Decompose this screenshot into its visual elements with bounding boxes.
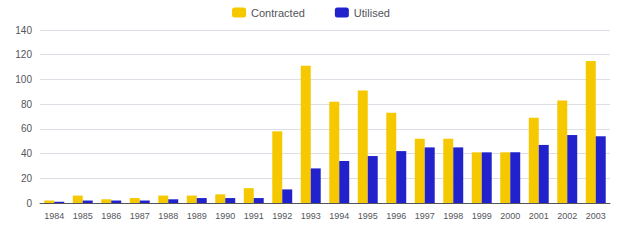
svg-text:1993: 1993 [301, 211, 321, 221]
svg-text:100: 100 [15, 74, 32, 85]
svg-text:2001: 2001 [529, 211, 549, 221]
svg-text:1989: 1989 [187, 211, 207, 221]
svg-text:1992: 1992 [272, 211, 292, 221]
svg-text:1987: 1987 [130, 211, 150, 221]
svg-text:2003: 2003 [586, 211, 606, 221]
svg-text:1999: 1999 [472, 211, 492, 221]
svg-text:Contracted: Contracted [251, 7, 305, 19]
svg-text:2002: 2002 [557, 211, 577, 221]
svg-text:1988: 1988 [158, 211, 178, 221]
svg-text:140: 140 [15, 25, 32, 36]
svg-text:1984: 1984 [44, 211, 64, 221]
svg-text:120: 120 [15, 49, 32, 60]
svg-text:0: 0 [26, 198, 32, 209]
svg-text:1998: 1998 [443, 211, 463, 221]
svg-text:40: 40 [21, 148, 33, 159]
svg-text:1996: 1996 [386, 211, 406, 221]
svg-text:1995: 1995 [358, 211, 378, 221]
svg-text:60: 60 [21, 123, 33, 134]
svg-text:80: 80 [21, 99, 33, 110]
svg-text:1994: 1994 [329, 211, 349, 221]
svg-text:1985: 1985 [73, 211, 93, 221]
svg-text:1991: 1991 [244, 211, 264, 221]
svg-text:20: 20 [21, 173, 33, 184]
svg-text:2000: 2000 [500, 211, 520, 221]
svg-text:1997: 1997 [415, 211, 435, 221]
svg-text:1986: 1986 [101, 211, 121, 221]
svg-text:Utilised: Utilised [354, 7, 390, 19]
svg-text:1990: 1990 [215, 211, 235, 221]
